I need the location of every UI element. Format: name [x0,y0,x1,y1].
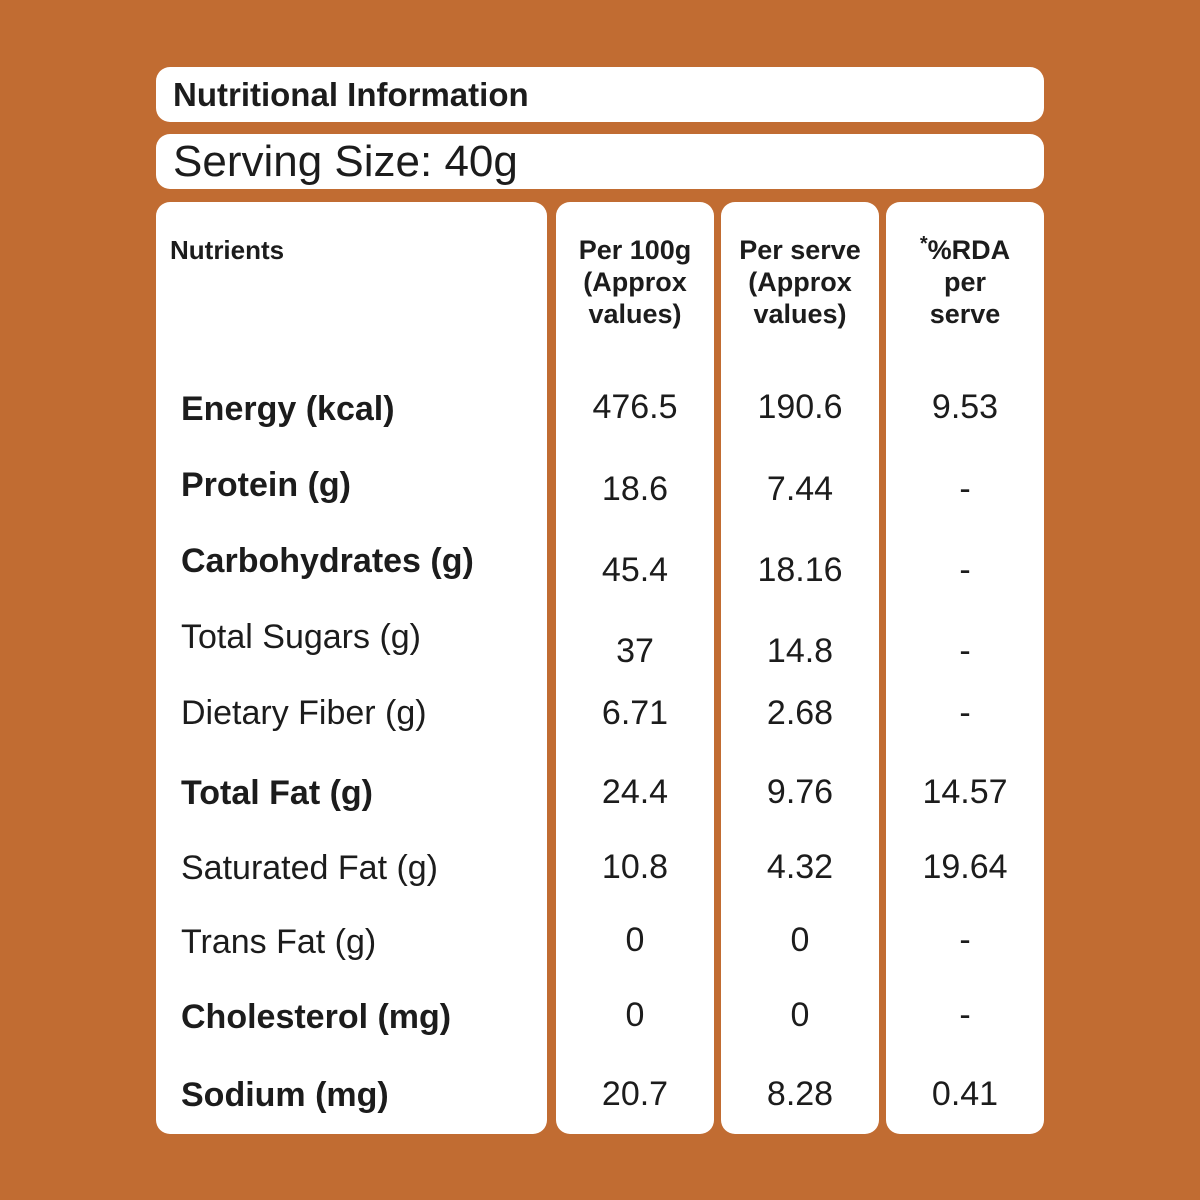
rda-value: 14.57 [922,773,1008,811]
rda-header: *%RDA per serve [919,233,1011,329]
per-serve-value: 2.68 [766,694,834,732]
per-serve-value: 18.16 [757,551,843,589]
rda-value: - [959,470,971,508]
nutrients-column: Nutrients Energy (kcal) Protein (g) Carboh… [156,202,547,1134]
per-100g-value: 18.6 [601,470,669,508]
per-100g-column: Per 100g (Approx values) 476.5 18.6 45.4 37… [556,202,714,1134]
rda-value: - [959,551,971,589]
per-serve-column: Per serve (Approx values) 190.6 7.44 18.16… [721,202,879,1134]
per-100g-value: 10.8 [601,848,669,886]
rda-value: - [959,694,971,732]
per-serve-value: 9.76 [766,773,834,811]
per-100g-header: Per 100g (Approx values) [578,235,692,329]
rda-value: 0.41 [931,1075,999,1113]
nutrient-name: Energy (kcal) [181,390,395,428]
per-100g-value: 20.7 [601,1075,669,1113]
rda-value: 9.53 [931,388,999,426]
nutrient-name: Dietary Fiber (g) [181,694,427,732]
per-100g-value: 476.5 [592,388,678,426]
nutrient-name: Saturated Fat (g) [181,849,439,887]
per-serve-value: 0 [790,996,810,1034]
rda-value: 19.64 [922,848,1008,886]
nutrients-header: Nutrients [170,235,285,265]
per-100g-value: 45.4 [601,551,669,589]
serving-size: Serving Size: 40g [173,136,518,186]
per-serve-value: 7.44 [766,470,834,508]
serving-size-bar: Serving Size: 40g [156,134,1044,189]
per-serve-value: 190.6 [757,388,843,426]
per-100g-value: 6.71 [601,694,669,732]
rda-value: - [959,996,971,1034]
per-100g-value: 37 [616,632,654,670]
per-serve-value: 4.32 [766,848,834,886]
rda-asterisk: * [919,233,928,255]
per-serve-value: 8.28 [766,1075,834,1113]
nutrient-name: Carbohydrates (g) [181,542,474,580]
rda-value: - [959,921,971,959]
nutrient-name: Trans Fat (g) [181,923,377,961]
page-title: Nutritional Information [173,75,529,113]
per-serve-value: 14.8 [766,632,834,670]
nutrient-name: Protein (g) [181,466,351,504]
rda-value: - [959,632,971,670]
rda-column: *%RDA per serve 9.53 - - - - 14.57 19.64 - - 0.41 [886,202,1044,1134]
per-100g-value: 0 [625,921,645,959]
nutrient-name: Cholesterol (mg) [181,998,452,1036]
per-serve-value: 0 [790,921,810,959]
per-100g-value: 24.4 [601,773,669,811]
nutrient-name: Total Fat (g) [181,774,373,812]
per-100g-value: 0 [625,996,645,1034]
nutrient-name: Total Sugars (g) [181,618,421,656]
per-serve-header: Per serve (Approx values) [739,235,861,329]
title-bar: Nutritional Information [156,67,1044,122]
nutrient-name: Sodium (mg) [181,1076,389,1114]
